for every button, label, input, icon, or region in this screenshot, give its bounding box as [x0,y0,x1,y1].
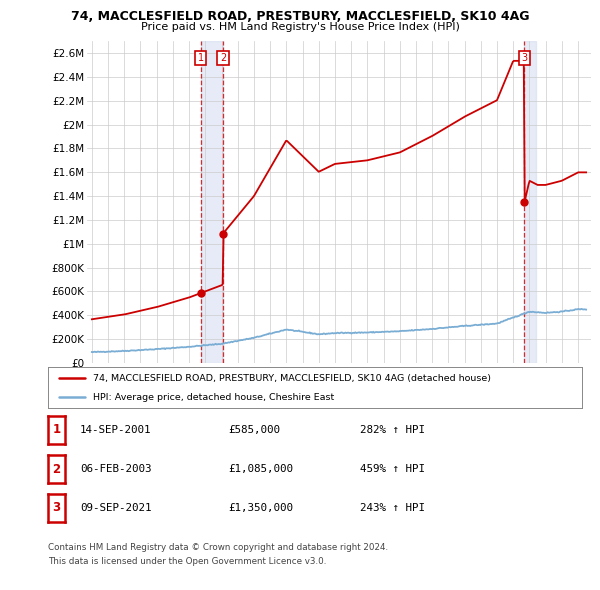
Text: 06-FEB-2003: 06-FEB-2003 [80,464,151,474]
Text: 09-SEP-2021: 09-SEP-2021 [80,503,151,513]
Text: 3: 3 [52,501,61,514]
Text: 1: 1 [52,423,61,437]
Text: 1: 1 [197,53,203,63]
Text: 74, MACCLESFIELD ROAD, PRESTBURY, MACCLESFIELD, SK10 4AG (detached house): 74, MACCLESFIELD ROAD, PRESTBURY, MACCLE… [94,373,491,383]
Text: Price paid vs. HM Land Registry's House Price Index (HPI): Price paid vs. HM Land Registry's House … [140,22,460,32]
Text: 3: 3 [521,53,527,63]
Text: £1,350,000: £1,350,000 [228,503,293,513]
Text: £1,085,000: £1,085,000 [228,464,293,474]
Text: 282% ↑ HPI: 282% ↑ HPI [360,425,425,435]
Text: HPI: Average price, detached house, Cheshire East: HPI: Average price, detached house, Ches… [94,392,335,402]
Bar [524,41,536,363]
Text: 459% ↑ HPI: 459% ↑ HPI [360,464,425,474]
Text: Contains HM Land Registry data © Crown copyright and database right 2024.: Contains HM Land Registry data © Crown c… [48,543,388,552]
Text: This data is licensed under the Open Government Licence v3.0.: This data is licensed under the Open Gov… [48,558,326,566]
Text: 14-SEP-2001: 14-SEP-2001 [80,425,151,435]
Text: £585,000: £585,000 [228,425,280,435]
Text: 2: 2 [52,463,61,476]
Text: 243% ↑ HPI: 243% ↑ HPI [360,503,425,513]
Text: 2: 2 [220,53,226,63]
Text: 74, MACCLESFIELD ROAD, PRESTBURY, MACCLESFIELD, SK10 4AG: 74, MACCLESFIELD ROAD, PRESTBURY, MACCLE… [71,10,529,23]
Bar [200,41,223,363]
